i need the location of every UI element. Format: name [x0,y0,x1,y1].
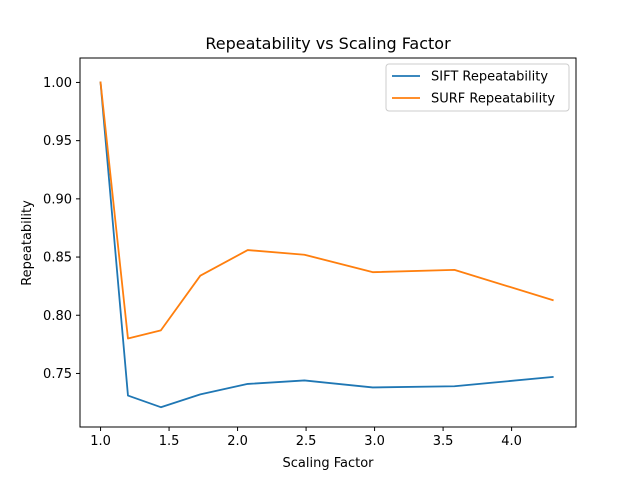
legend-label: SURF Repeatability [431,92,555,107]
x-tick-label: 3.0 [364,434,385,449]
x-axis-label: Scaling Factor [282,456,374,471]
y-axis: 0.75 0.80 0.85 0.90 0.95 1.00 [43,76,80,382]
y-axis-label: Repeatability [20,200,35,286]
x-tick-label: 1.5 [159,434,180,449]
plot-area [99,81,554,409]
x-tick-label: 2.0 [227,434,248,449]
series-line-surf [99,81,554,340]
y-tick-label: 0.75 [43,367,72,382]
legend-label: SIFT Repeatability [431,70,548,85]
legend: SIFT Repeatability SURF Repeatability [385,63,570,112]
y-tick-label: 0.95 [43,134,72,149]
y-tick-label: 0.90 [43,192,72,207]
y-tick-label: 1.00 [43,76,72,91]
x-axis: 1.0 1.5 2.0 2.5 3.0 3.5 4.0 [90,427,522,449]
chart-title: Repeatability vs Scaling Factor [205,34,451,53]
y-tick-label: 0.80 [43,309,72,324]
x-tick-label: 4.0 [501,434,522,449]
legend-box [385,63,570,112]
y-tick-label: 0.85 [43,251,72,266]
x-tick-label: 3.5 [433,434,454,449]
series-line-sift [99,81,554,409]
x-tick-label: 2.5 [296,434,317,449]
x-tick-label: 1.0 [90,434,111,449]
plot-frame [79,57,577,428]
